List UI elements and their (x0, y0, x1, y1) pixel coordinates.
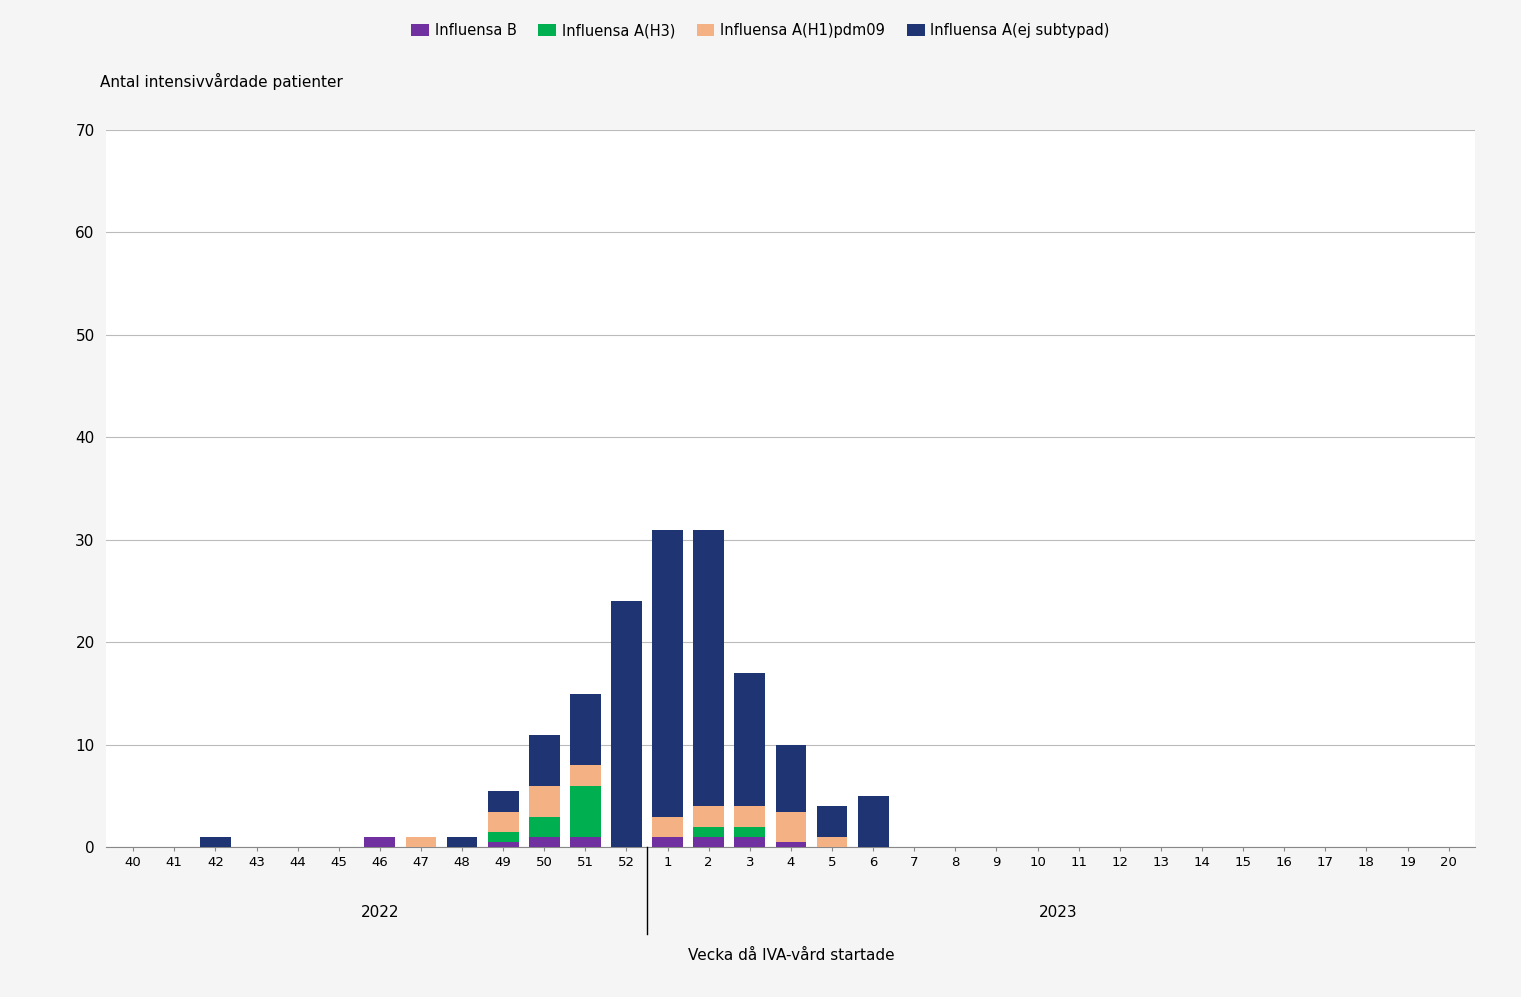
Bar (365, 837, 395, 847)
Text: 2022: 2022 (360, 905, 399, 920)
Bar (817, 807, 847, 837)
Bar (611, 601, 642, 847)
Text: Antal intensivvårdade patienter: Antal intensivvårdade patienter (100, 73, 342, 90)
Bar (488, 812, 519, 832)
Bar (817, 837, 847, 847)
Bar (776, 812, 806, 842)
Bar (406, 837, 437, 847)
Bar (776, 745, 806, 812)
Text: Vecka då IVA-vård startade: Vecka då IVA-vård startade (687, 948, 894, 963)
Bar (735, 837, 765, 847)
Bar (529, 837, 560, 847)
Bar (653, 837, 683, 847)
Bar (447, 837, 478, 847)
Bar (653, 817, 683, 837)
Bar (653, 529, 683, 817)
Bar (694, 807, 724, 827)
Bar (529, 735, 560, 786)
Bar (199, 837, 231, 847)
Bar (488, 791, 519, 812)
Bar (488, 842, 519, 847)
Bar (570, 786, 601, 837)
Bar (529, 817, 560, 837)
Bar (858, 797, 888, 847)
Bar (694, 827, 724, 837)
Bar (776, 842, 806, 847)
Legend: Influensa B, Influensa A(H3), Influensa A(H1)pdm09, Influensa A(ej subtypad): Influensa B, Influensa A(H3), Influensa … (406, 17, 1115, 44)
Bar (570, 837, 601, 847)
Bar (488, 832, 519, 842)
Bar (529, 786, 560, 817)
Text: 2023: 2023 (1039, 905, 1077, 920)
Bar (735, 807, 765, 827)
Bar (570, 694, 601, 766)
Bar (735, 827, 765, 837)
Bar (694, 837, 724, 847)
Bar (694, 529, 724, 807)
Bar (735, 673, 765, 807)
Bar (570, 766, 601, 786)
